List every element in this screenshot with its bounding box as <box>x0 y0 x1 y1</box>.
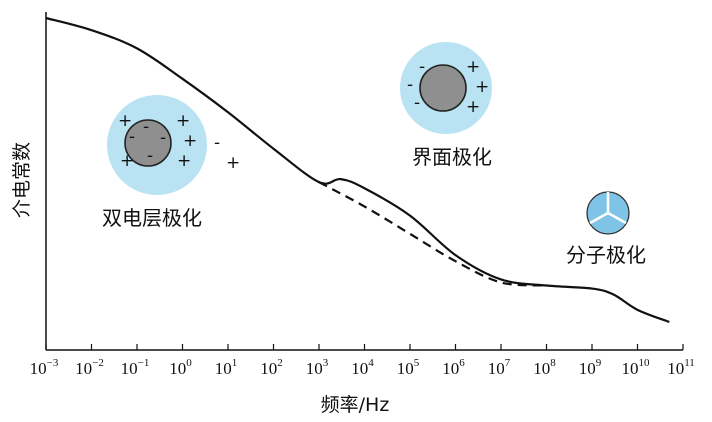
charge-minus: - <box>143 117 149 137</box>
x-tick-label: 106 <box>442 357 465 378</box>
charge-minus: - <box>129 127 135 147</box>
interface-charges: - - - + + + <box>407 57 489 117</box>
charge-minus: - <box>147 146 153 166</box>
series-dashed-line <box>318 181 547 287</box>
charge-minus: - <box>407 75 413 95</box>
x-tick-label: 10−2 <box>75 357 104 378</box>
x-ticks: 10−3 10−2 10−1 100 101 102 103 104 105 106 107 108 1… <box>30 344 695 378</box>
charge-plus: + <box>183 131 197 151</box>
x-tick-label: 1010 <box>622 357 651 378</box>
x-tick-label: 105 <box>397 357 420 378</box>
x-tick-label: 1011 <box>667 357 695 378</box>
x-tick-label: 103 <box>306 357 329 378</box>
double-layer-illustration: + + + + + - - - - - + <box>107 95 240 195</box>
x-tick-label: 107 <box>488 357 511 378</box>
charge-plus: + <box>226 153 240 173</box>
x-tick-label: 102 <box>260 357 283 378</box>
x-tick-label: 108 <box>533 357 556 378</box>
charge-plus: + <box>466 97 480 117</box>
x-axis-label: 频率/Hz <box>321 394 390 416</box>
double-layer-charges: + + + + + - - - - - + <box>118 111 240 173</box>
charge-plus: + <box>118 111 132 131</box>
charge-plus: + <box>120 151 134 171</box>
interface-core <box>419 64 467 112</box>
charge-plus: + <box>177 151 191 171</box>
charge-minus: - <box>214 133 220 153</box>
x-tick-label: 10−1 <box>121 357 150 378</box>
charge-plus: + <box>176 111 190 131</box>
x-tick-label: 104 <box>351 357 374 378</box>
interface-illustration: - - - + + + <box>400 42 492 134</box>
y-axis-label: 介电常数 <box>11 142 33 218</box>
x-tick-label: 101 <box>215 357 238 378</box>
x-tick-label: 10−3 <box>30 357 59 378</box>
series-solid-line <box>45 16 670 324</box>
charge-minus: - <box>414 93 420 113</box>
double-layer-core <box>124 119 172 167</box>
molecule-illustration <box>586 191 630 235</box>
molecule-divider <box>589 211 609 225</box>
annotation-interface: 界面极化 <box>412 145 492 169</box>
annotation-molecular: 分子极化 <box>566 243 646 267</box>
series <box>45 16 670 324</box>
charge-plus: + <box>466 57 480 77</box>
charge-plus: + <box>475 77 489 97</box>
charge-minus: - <box>160 128 166 148</box>
molecule-divider <box>607 211 627 225</box>
x-tick-label: 109 <box>579 357 602 378</box>
annotation-double-layer: 双电层极化 <box>102 206 202 230</box>
x-tick-label: 100 <box>169 357 192 378</box>
charge-minus: - <box>419 57 425 77</box>
